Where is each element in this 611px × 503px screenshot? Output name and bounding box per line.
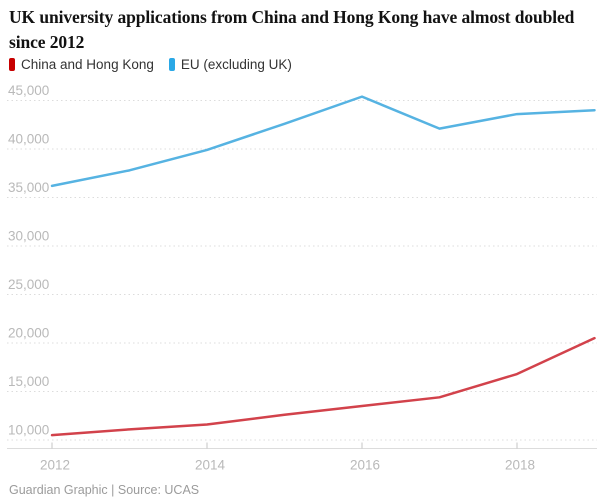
y-tick-label-20000: 20,000 xyxy=(8,326,49,341)
legend-label-china-hong-kong: China and Hong Kong xyxy=(21,57,154,72)
legend-item-eu-excluding-uk: EU (excluding UK) xyxy=(168,57,292,72)
chart-title: UK university applications from China an… xyxy=(9,7,575,52)
y-tick-label-35000: 35,000 xyxy=(8,180,49,195)
legend-swatch-china-hong-kong xyxy=(9,58,15,71)
series-line-eu-excluding-uk- xyxy=(50,95,596,188)
source-caption: Guardian Graphic | Source: UCAS xyxy=(9,483,200,497)
y-tick-label-15000: 15,000 xyxy=(8,374,49,389)
x-tick-label-2012: 2012 xyxy=(40,458,70,473)
x-tick-label-2018: 2018 xyxy=(505,458,535,473)
legend-item-china-hong-kong: China and Hong Kong xyxy=(9,57,154,72)
series-line-china-and-hong-kong xyxy=(50,336,596,437)
chart-legend: China and Hong Kong EU (excluding UK) xyxy=(9,57,292,72)
y-tick-label-40000: 40,000 xyxy=(8,132,49,147)
x-tick-label-2016: 2016 xyxy=(350,458,380,473)
x-tick-label-2014: 2014 xyxy=(195,458,226,473)
legend-label-eu-excluding-uk: EU (excluding UK) xyxy=(180,57,292,72)
y-tick-label-25000: 25,000 xyxy=(8,277,49,292)
y-tick-label-45000: 45,000 xyxy=(8,83,49,98)
y-tick-label-30000: 30,000 xyxy=(8,229,49,244)
y-tick-label-10000: 10,000 xyxy=(8,423,49,438)
legend-swatch-eu-excluding-uk xyxy=(168,58,175,71)
